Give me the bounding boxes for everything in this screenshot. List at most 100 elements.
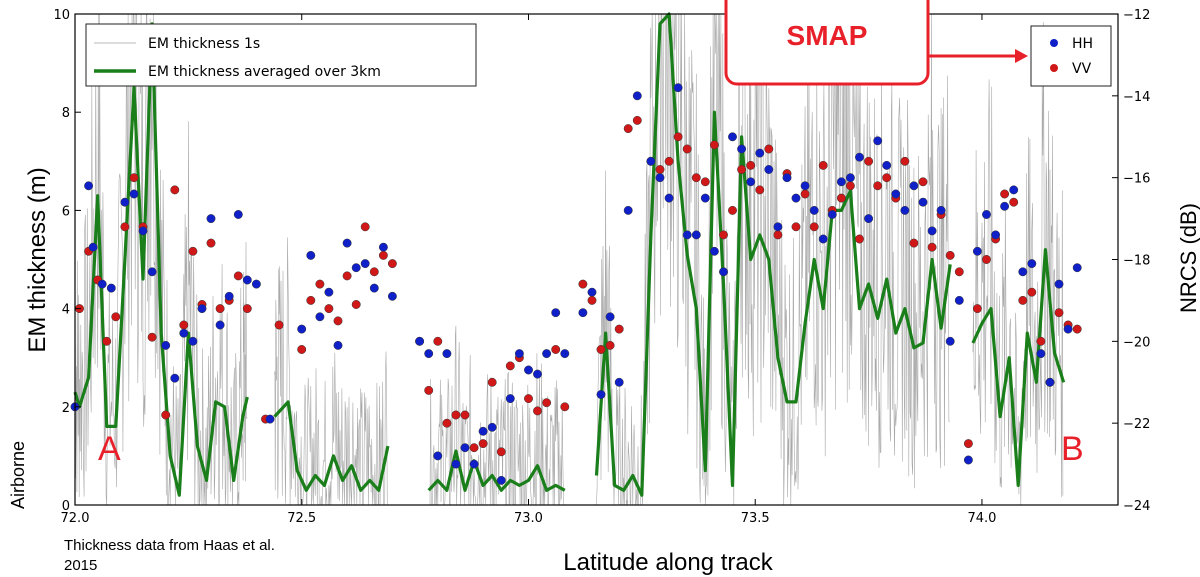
hh-point <box>864 214 874 224</box>
y-right-tick-label: −16 <box>1123 172 1150 187</box>
vv-point <box>551 345 561 354</box>
hh-point <box>972 246 982 256</box>
vv-point <box>306 295 316 305</box>
hh-point <box>551 308 561 318</box>
hh-point <box>891 189 901 199</box>
hh-point <box>623 205 633 215</box>
vv-point <box>560 402 570 412</box>
hh-point <box>224 291 234 301</box>
hh-point <box>855 152 864 162</box>
hh-point <box>882 160 892 170</box>
hh-point <box>827 210 837 219</box>
vv-point <box>623 124 633 134</box>
vv-point <box>1018 295 1028 305</box>
hh-point <box>1045 377 1055 387</box>
vv-point <box>351 300 361 309</box>
vv-point <box>809 222 819 232</box>
vv-point <box>945 250 955 260</box>
smap-arrow-head <box>1015 49 1028 63</box>
legend-left: EM thickness 1s EM thickness averaged ov… <box>85 23 477 87</box>
hh-point <box>709 246 719 256</box>
vv-point <box>378 250 388 260</box>
vv-point <box>1000 189 1010 199</box>
vv-point <box>478 439 488 449</box>
legend-right: HH VV <box>1030 25 1112 87</box>
em-1s-trace-segment <box>972 22 1064 506</box>
hh-point <box>424 349 434 359</box>
vv-point <box>424 385 434 395</box>
vv-point <box>855 234 864 244</box>
vv-point <box>533 406 542 416</box>
hh-point <box>809 205 819 215</box>
hh-point <box>655 173 665 183</box>
hh-point <box>542 349 552 359</box>
hh-point <box>242 275 252 285</box>
em-avg-line-segment <box>594 12 952 497</box>
legend-swatch-hh <box>1050 39 1058 47</box>
hh-point <box>324 287 334 297</box>
hh-point <box>632 91 642 101</box>
vv-point <box>333 316 343 326</box>
em-avg-line-segment <box>273 400 390 492</box>
hh-point <box>587 287 597 297</box>
x-tick-label: 73.5 <box>741 511 770 526</box>
hh-point <box>188 336 198 346</box>
hh-point <box>614 377 624 387</box>
em-thickness-1s-trace <box>74 13 1064 506</box>
vv-point <box>1027 287 1037 297</box>
hh-point <box>333 340 343 350</box>
hh-point <box>478 426 488 436</box>
hh-point <box>900 205 910 215</box>
vv-point <box>369 267 379 277</box>
em-1s-trace-segment <box>274 237 388 506</box>
y-left-tick-label: 0 <box>62 499 70 514</box>
smap-callout-text: SMAP <box>787 20 868 51</box>
hh-point <box>719 267 728 277</box>
y-right-tick-label: −22 <box>1123 417 1150 432</box>
hh-point <box>460 443 470 453</box>
hh-point <box>927 226 937 236</box>
em-avg-line-segment <box>73 22 249 497</box>
legend-label-em-1s: EM thickness 1s <box>148 36 260 52</box>
vv-point <box>982 255 991 264</box>
y-left-tick-label: 8 <box>62 106 70 121</box>
vv-point <box>242 304 252 314</box>
hh-point <box>646 156 656 166</box>
x-tick-label: 72.0 <box>61 511 90 526</box>
hh-point <box>836 177 846 187</box>
vv-point <box>442 418 452 428</box>
hh-point <box>197 304 207 314</box>
hh-point <box>251 279 261 289</box>
vv-point <box>206 238 216 248</box>
vv-point <box>587 295 597 305</box>
hh-point <box>1036 349 1046 359</box>
hh-point <box>170 373 180 383</box>
vv-point <box>791 222 801 232</box>
hh-point <box>433 451 443 461</box>
hh-point <box>84 181 94 191</box>
smap-callout-box <box>724 0 930 86</box>
vv-point <box>596 345 606 354</box>
hh-point <box>106 283 116 293</box>
vv-point <box>324 304 334 314</box>
vv-point <box>709 140 719 150</box>
hh-point <box>369 283 379 293</box>
hh-point <box>120 197 130 207</box>
em-avg-line-segment <box>427 449 566 492</box>
hh-point <box>378 242 388 252</box>
hh-point <box>818 234 828 244</box>
hh-point <box>596 390 606 399</box>
hh-point <box>387 291 397 301</box>
vv-point <box>963 439 973 449</box>
vv-point <box>927 242 937 252</box>
hh-point <box>773 222 783 232</box>
hh-point <box>315 312 325 322</box>
y-right-tick-label: −14 <box>1123 90 1150 105</box>
vv-point <box>524 394 533 404</box>
vv-point <box>972 304 982 314</box>
vv-point <box>120 222 130 232</box>
hh-point <box>1000 201 1010 211</box>
vv-point <box>632 115 642 125</box>
x-axis-ticks: 72.0 72.5 73.0 73.5 74.0 <box>61 14 996 526</box>
vv-point <box>578 279 588 289</box>
